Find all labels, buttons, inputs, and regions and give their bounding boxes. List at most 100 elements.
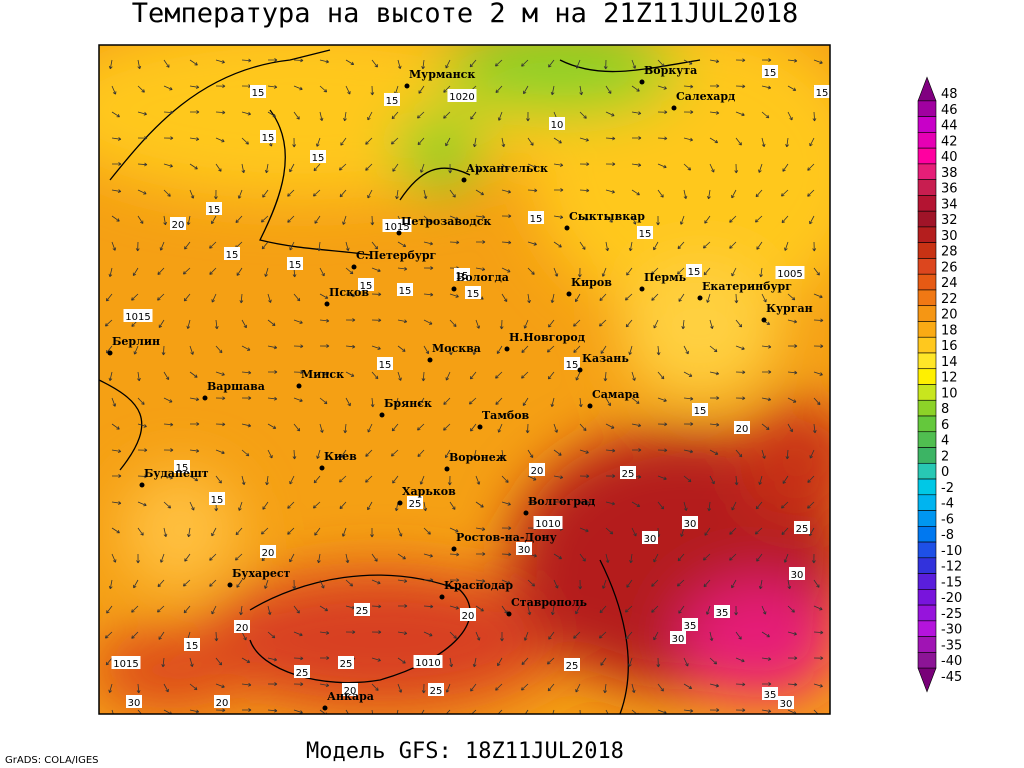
contour-label: 15 bbox=[456, 271, 469, 282]
wind-arrow bbox=[577, 267, 582, 278]
wind-arrow bbox=[397, 241, 407, 247]
wind-arrow bbox=[527, 188, 538, 193]
contour-label-bg bbox=[224, 247, 240, 260]
wind-arrow bbox=[575, 605, 581, 615]
wind-arrow bbox=[683, 345, 689, 355]
wind-arrow bbox=[657, 136, 668, 141]
contour-label-bg bbox=[637, 226, 653, 239]
wind-arrow bbox=[137, 215, 144, 224]
wind-arrow bbox=[184, 241, 191, 250]
wind-arrow bbox=[264, 267, 269, 277]
wind-arrow bbox=[735, 345, 745, 351]
wind-arrow bbox=[345, 241, 350, 251]
colorbar-cell bbox=[917, 116, 937, 133]
wind-arrow bbox=[601, 267, 607, 277]
wind-arrow bbox=[781, 215, 789, 224]
city-label: Киров bbox=[571, 276, 612, 289]
wind-arrow bbox=[215, 396, 226, 401]
wind-arrow bbox=[265, 475, 269, 486]
wind-arrow bbox=[501, 137, 506, 148]
wind-arrow bbox=[756, 553, 763, 562]
wind-arrow bbox=[631, 501, 641, 507]
wind-arrow bbox=[787, 631, 797, 636]
wind-arrow bbox=[603, 683, 607, 694]
wind-arrow bbox=[787, 319, 798, 324]
wind-arrow bbox=[761, 397, 772, 402]
wind-arrow bbox=[475, 579, 486, 583]
city-label: Москва bbox=[432, 342, 481, 355]
wind-arrow bbox=[547, 371, 555, 380]
wind-arrow bbox=[267, 293, 272, 303]
wind-arrow bbox=[578, 579, 583, 590]
wind-arrow bbox=[292, 137, 297, 148]
wind-arrow bbox=[293, 370, 304, 375]
wind-arrow bbox=[525, 423, 530, 434]
wind-arrow bbox=[319, 371, 330, 376]
wind-arrow bbox=[292, 449, 297, 460]
wind-arrow bbox=[605, 448, 616, 453]
wind-arrow bbox=[287, 527, 295, 535]
wind-arrow bbox=[761, 605, 767, 615]
contour-label-bg bbox=[126, 695, 142, 708]
city-label: Салехард bbox=[676, 90, 735, 103]
wind-arrow bbox=[189, 709, 200, 714]
wind-arrow bbox=[735, 319, 743, 328]
contour-label: 1010 bbox=[415, 658, 440, 669]
contour-label-bg bbox=[209, 492, 225, 505]
wind-arrow bbox=[163, 85, 173, 91]
city-dot bbox=[451, 546, 457, 552]
wind-arrow bbox=[293, 293, 301, 302]
wind-arrow bbox=[787, 682, 798, 687]
wind-arrow bbox=[365, 475, 373, 483]
colorbar-label: 12 bbox=[941, 371, 958, 386]
wind-arrow bbox=[657, 85, 667, 90]
colorbar-cap bbox=[917, 76, 937, 102]
wind-arrow bbox=[707, 189, 711, 200]
wind-arrow bbox=[553, 579, 559, 589]
wind-arrow bbox=[735, 84, 746, 89]
wind-arrow bbox=[631, 59, 637, 69]
wind-arrow bbox=[449, 215, 459, 221]
wind-arrow bbox=[163, 136, 174, 141]
wind-arrow bbox=[527, 475, 537, 481]
wind-arrow bbox=[787, 111, 793, 121]
wind-arrow bbox=[367, 111, 373, 121]
city-label: Казань bbox=[582, 352, 629, 365]
wind-arrow bbox=[782, 475, 789, 484]
wind-arrow bbox=[392, 475, 399, 484]
wind-arrow bbox=[108, 267, 113, 278]
wind-arrow bbox=[423, 266, 434, 270]
wind-arrow bbox=[813, 344, 824, 349]
wind-arrow bbox=[371, 241, 378, 250]
wind-arrow bbox=[501, 501, 511, 506]
colorbar-cell bbox=[917, 431, 937, 448]
wind-arrow bbox=[397, 553, 406, 560]
wind-arrow bbox=[735, 111, 745, 117]
wind-arrow bbox=[158, 319, 165, 328]
wind-arrow bbox=[683, 708, 694, 713]
wind-arrow bbox=[651, 267, 659, 275]
wind-arrow bbox=[241, 345, 251, 351]
wind-arrow bbox=[573, 319, 581, 327]
wind-arrow bbox=[554, 188, 564, 192]
wind-arrow bbox=[657, 501, 665, 510]
wind-arrow bbox=[501, 449, 505, 460]
contour-label-bg bbox=[413, 655, 443, 668]
colorbar-label: 0 bbox=[941, 465, 949, 480]
wind-arrow bbox=[605, 527, 614, 535]
wind-arrow bbox=[579, 449, 589, 454]
wind-arrow bbox=[342, 215, 347, 225]
wind-arrow bbox=[137, 423, 147, 428]
colorbar-label: -4 bbox=[941, 497, 954, 512]
wind-arrow bbox=[163, 189, 171, 197]
wind-arrow bbox=[813, 397, 821, 406]
wind-arrow bbox=[289, 475, 295, 485]
contour-label: 15 bbox=[226, 250, 239, 261]
wind-arrow bbox=[111, 215, 120, 222]
contour-label-bg bbox=[533, 516, 563, 529]
wind-arrow bbox=[241, 475, 246, 486]
wind-arrow bbox=[603, 371, 608, 382]
wind-arrow bbox=[447, 475, 452, 486]
colorbar-cell bbox=[917, 541, 937, 559]
